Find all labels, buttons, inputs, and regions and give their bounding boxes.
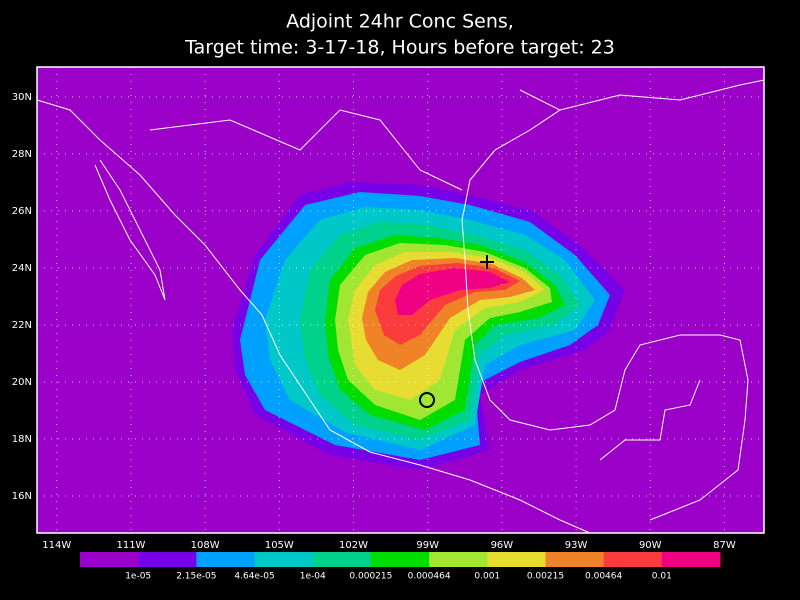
x-tick-label: 114W (42, 540, 71, 551)
title-line: Target time: 3-17-18, Hours before targe… (184, 37, 615, 59)
x-tick-label: 93W (565, 540, 588, 551)
colorbar-label: 0.00215 (527, 572, 564, 582)
colorbar-swatch (429, 552, 488, 567)
colorbar-label: 2.15e-05 (176, 572, 216, 582)
x-tick-label: 102W (339, 540, 368, 551)
y-tick-label: 30N (12, 92, 32, 103)
x-tick-label: 87W (713, 540, 736, 551)
x-tick-label: 111W (116, 540, 145, 551)
markers (419, 255, 494, 408)
colorbar-swatch (603, 552, 663, 567)
contours (232, 182, 625, 470)
y-tick-label: 20N (12, 377, 32, 388)
coastlines (36, 79, 765, 534)
colorbar-label: 0.000464 (408, 572, 451, 582)
border (149, 109, 463, 191)
x-tick-label: 96W (491, 540, 514, 551)
colorbar-label: 0.00464 (585, 572, 622, 582)
colorbar-swatch (661, 552, 721, 567)
x-tick-label: 90W (639, 540, 662, 551)
y-tick-label: 26N (12, 206, 32, 217)
colorbar-label: 1e-05 (125, 572, 151, 582)
y-tick-label: 22N (12, 320, 32, 331)
colorbar-label: 0.01 (652, 572, 672, 582)
colorbar-swatch (487, 552, 546, 567)
colorbar-swatch (545, 552, 605, 567)
colorbar-label: 0.000215 (349, 572, 392, 582)
colorbar-label: 0.001 (474, 572, 500, 582)
y-tick-label: 28N (12, 149, 32, 160)
coastline (36, 99, 591, 534)
title-line: Adjoint 24hr Conc Sens, (286, 11, 514, 33)
grid (37, 67, 764, 533)
contour-fill (395, 268, 510, 315)
colorbar: 1e-05 2.15e-05 4.64e-05 1e-04 0.000215 0.0004… (80, 552, 721, 582)
colorbar-swatch (196, 552, 256, 567)
colorbar-swatch (138, 552, 197, 567)
colorbar-swatch (312, 552, 372, 567)
y-tick-label: 24N (12, 263, 32, 274)
target-marker (480, 255, 494, 269)
colorbar-label: 4.64e-05 (234, 572, 274, 582)
y-tick-label: 16N (12, 491, 32, 502)
map-frame (36, 66, 765, 534)
colorbar-label: 1e-04 (300, 572, 326, 582)
border (559, 79, 765, 111)
y-tick-label: 18N (12, 434, 32, 445)
x-tick-label: 108W (191, 540, 220, 551)
coastline (94, 159, 166, 301)
colorbar-swatch (254, 552, 314, 567)
coastline (461, 89, 749, 521)
x-tick-label: 99W (416, 540, 439, 551)
x-tick-label: 105W (265, 540, 294, 551)
colorbar-swatch (80, 552, 139, 567)
source-marker (419, 392, 435, 408)
colorbar-swatch (370, 552, 430, 567)
border (599, 379, 701, 461)
